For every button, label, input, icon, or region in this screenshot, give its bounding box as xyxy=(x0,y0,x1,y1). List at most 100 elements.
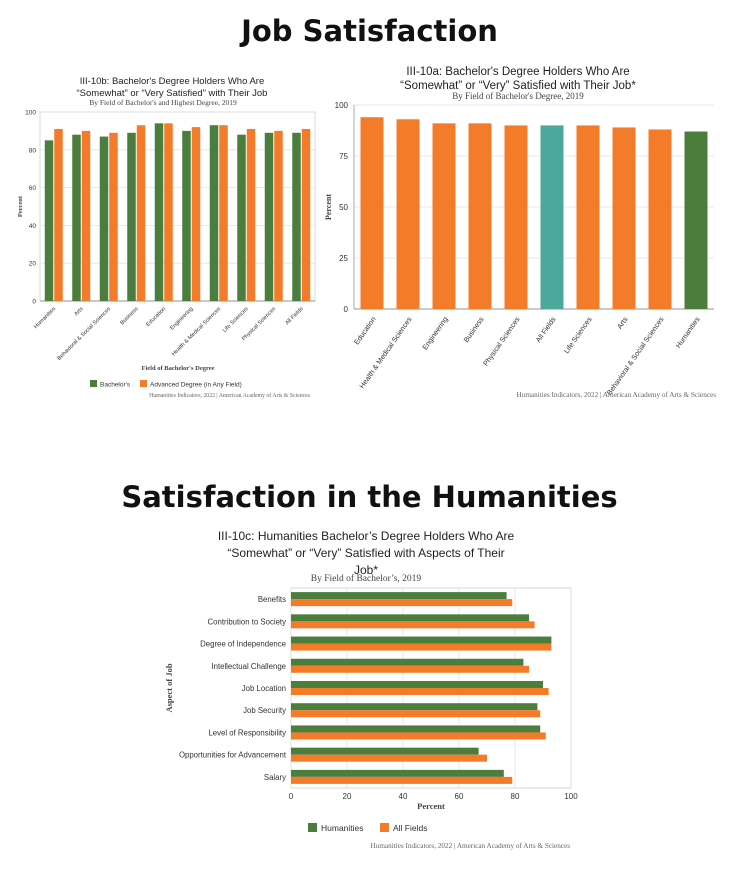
bar xyxy=(209,125,219,301)
bar xyxy=(246,129,256,301)
section-heading-job-satisfaction: Job Satisfaction xyxy=(241,14,498,48)
y-tick-label: Salary xyxy=(264,773,286,782)
x-tick-label: Engineering xyxy=(420,315,449,352)
chart-title: “Somewhat” or “Very” Satisfied with Thei… xyxy=(400,80,636,92)
chart-iii-10c: III-10c: Humanities Bachelor’s Degree Ho… xyxy=(164,529,578,850)
bar xyxy=(154,123,164,301)
x-tick-label: 80 xyxy=(511,792,520,801)
y-tick-label: Job Security xyxy=(243,706,286,715)
bar xyxy=(164,123,173,301)
x-tick-label: Arts xyxy=(73,306,84,317)
x-tick-label: All Fields xyxy=(534,315,558,344)
legend-swatch xyxy=(90,380,97,387)
y-tick-label: Level of Responsibility xyxy=(208,728,286,737)
legend-label: Advanced Degree (in Any Field) xyxy=(150,382,242,389)
x-tick-label: Business xyxy=(119,306,139,326)
x-tick-label: Behavioral & Social Sciences xyxy=(605,315,666,397)
y-tick-label: 60 xyxy=(29,185,37,192)
y-tick-label: 25 xyxy=(339,254,348,263)
y-axis-label: Percent xyxy=(17,195,24,217)
chart-subtitle: By Field of Bachelor's Degree, 2019 xyxy=(452,91,584,101)
legend-swatch xyxy=(140,380,147,387)
bar xyxy=(291,769,504,777)
y-tick-label: 100 xyxy=(335,101,349,110)
x-tick-label: Humanities xyxy=(33,306,57,330)
bar xyxy=(291,665,529,673)
bar xyxy=(360,117,384,309)
y-tick-label: Intellectual Challenge xyxy=(211,662,286,671)
legend-swatch xyxy=(308,823,317,832)
y-tick-label: 100 xyxy=(25,110,36,117)
bar xyxy=(182,130,191,301)
y-axis-label: Aspect of Job xyxy=(164,663,174,712)
source-note: Humanities Indicators, 2022 | American A… xyxy=(517,391,717,399)
bar xyxy=(540,125,564,310)
y-tick-label: 0 xyxy=(32,299,36,306)
chart-title: III-10b: Bachelor's Degree Holders Who A… xyxy=(80,76,265,87)
bar xyxy=(99,136,109,301)
bar xyxy=(291,643,552,651)
y-tick-label: Contribution to Society xyxy=(208,617,287,626)
source-note: Humanities Indicators, 2022 | American A… xyxy=(149,392,311,399)
chart-title: “Somewhat” or “Very” Satisfied with Aspe… xyxy=(227,546,504,560)
bar xyxy=(219,125,228,301)
bar xyxy=(292,132,301,301)
x-tick-label: 60 xyxy=(455,792,464,801)
y-tick-label: 75 xyxy=(339,152,348,161)
bar xyxy=(291,747,479,755)
bar xyxy=(291,599,513,607)
bar xyxy=(301,129,311,301)
chart-iii-10a: III-10a: Bachelor's Degree Holders Who A… xyxy=(324,66,717,399)
legend-label: Bachelor's xyxy=(100,382,131,389)
bar xyxy=(291,732,546,740)
bar xyxy=(291,658,524,666)
bar xyxy=(432,123,456,309)
bar xyxy=(191,127,201,301)
bar xyxy=(291,688,549,695)
x-tick-label: 40 xyxy=(399,792,408,801)
source-note: Humanities Indicators, 2022 | American A… xyxy=(371,842,571,850)
bar xyxy=(291,725,541,733)
bar xyxy=(237,134,246,301)
bar xyxy=(109,132,118,301)
chart-subtitle: By Field of Bachelor’s, 2019 xyxy=(311,573,422,584)
y-tick-label: Benefits xyxy=(258,595,286,604)
bar xyxy=(291,681,543,688)
y-axis-label: Percent xyxy=(324,194,333,220)
legend-label: Humanities xyxy=(321,823,364,833)
x-tick-label: 100 xyxy=(564,792,578,801)
bar xyxy=(44,140,54,301)
bar xyxy=(648,129,672,309)
chart-title: III-10a: Bachelor's Degree Holders Who A… xyxy=(406,66,629,78)
bar xyxy=(54,129,63,301)
x-tick-label: Business xyxy=(462,315,486,344)
y-tick-label: 0 xyxy=(344,305,349,314)
x-tick-label: 0 xyxy=(289,792,294,801)
bar xyxy=(274,130,283,301)
x-tick-label: Humanities xyxy=(674,315,702,350)
bar xyxy=(684,131,708,309)
x-axis-label: Percent xyxy=(417,801,445,811)
x-tick-label: Life Sciences xyxy=(222,306,250,334)
section-heading-humanities: Satisfaction in the Humanities xyxy=(121,480,618,514)
x-tick-label: Health & Medical Sciences xyxy=(171,306,222,357)
bar xyxy=(136,125,146,301)
bar xyxy=(72,134,81,301)
y-tick-label: Job Location xyxy=(242,684,286,693)
bar xyxy=(81,130,91,301)
bar xyxy=(291,703,538,711)
y-tick-label: 80 xyxy=(29,147,37,154)
y-tick-label: Opportunities for Advancement xyxy=(179,751,287,760)
y-tick-label: 40 xyxy=(29,223,37,230)
y-tick-label: 50 xyxy=(339,203,348,212)
x-tick-label: Life Sciences xyxy=(562,315,594,356)
x-axis-label: Field of Bachelor's Degree xyxy=(142,365,215,372)
x-tick-label: Education xyxy=(145,306,167,328)
bar xyxy=(291,621,535,629)
x-tick-label: Arts xyxy=(615,315,630,331)
x-tick-label: Education xyxy=(352,315,378,346)
chart-subtitle: By Field of Bachelor's and Highest Degre… xyxy=(89,98,237,107)
chart-title: Job* xyxy=(354,563,378,577)
x-tick-label: 20 xyxy=(343,792,352,801)
bar xyxy=(468,123,492,309)
